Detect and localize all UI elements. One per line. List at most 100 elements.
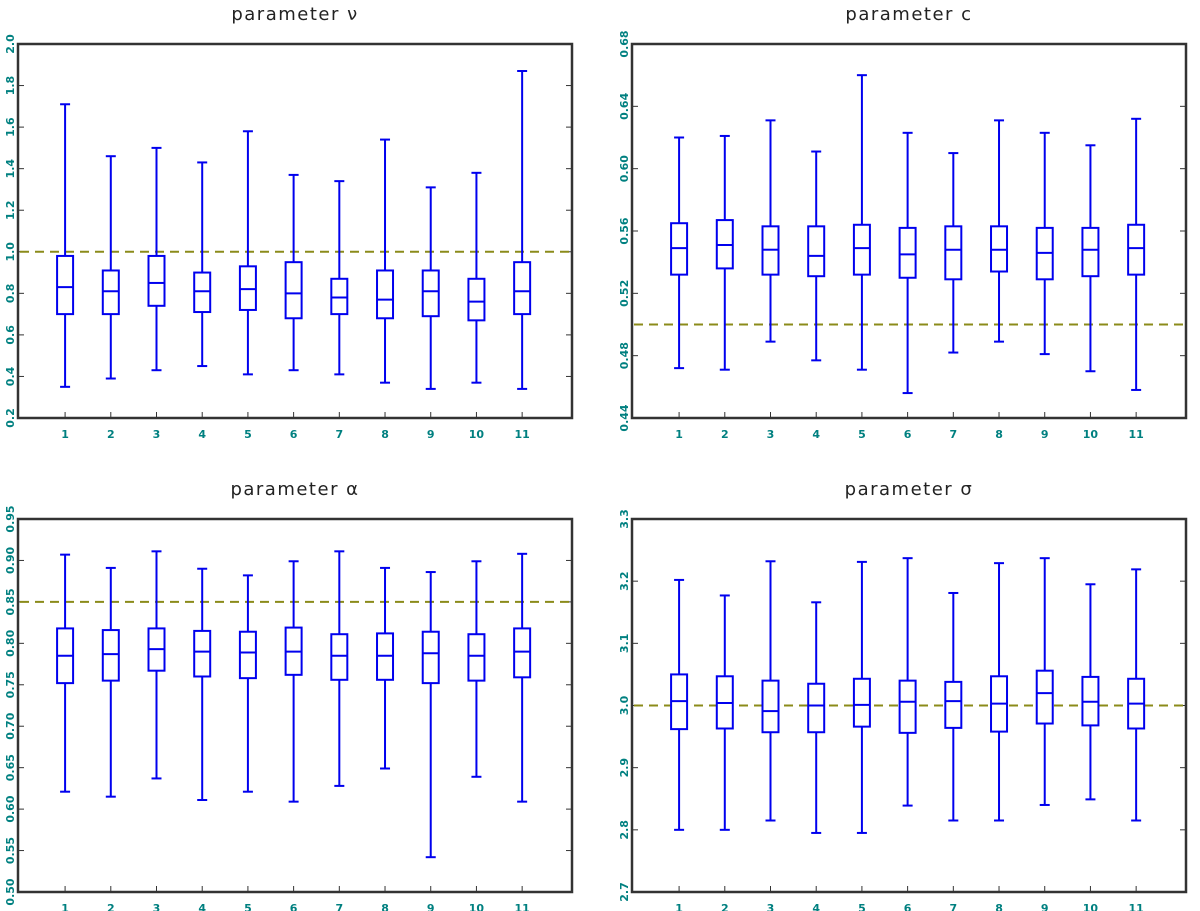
box-plot-7 (330, 180, 349, 376)
x-tick-label: 10 (469, 428, 485, 441)
box-plot-5 (238, 130, 257, 376)
iqr-box (330, 633, 349, 681)
box-plot-10 (467, 171, 486, 384)
plot-frame (16, 42, 574, 420)
y-tick-label: 0.4 (4, 366, 17, 386)
chart-title: parameter α (230, 479, 359, 500)
iqr-box (1081, 226, 1100, 278)
chart-panel-2: parameter c 0.44 0.48 0.52 0.56 0.60 0.64 0.68 1… (618, 4, 1188, 441)
iqr-box (101, 629, 120, 682)
y-tick-label: 0.65 (4, 754, 17, 781)
box-plot-1 (56, 553, 75, 793)
iqr-box (852, 223, 871, 276)
x-tick-label: 9 (427, 428, 435, 441)
box-plot-11 (1127, 117, 1146, 391)
box-plot-5 (852, 560, 871, 834)
iqr-box (761, 679, 780, 734)
box-plot-10 (467, 560, 486, 778)
y-tick-label: 0.80 (4, 629, 17, 656)
x-tick-label: 3 (153, 428, 161, 441)
x-tick-label: 6 (290, 902, 298, 911)
box-plot-3 (147, 146, 166, 372)
y-tick-label: 3.2 (618, 571, 631, 591)
iqr-box (467, 633, 486, 682)
y-tick-label: 0.70 (4, 712, 17, 739)
y-tick-label: 2.0 (4, 34, 17, 54)
y-tick-label: 0.6 (4, 325, 17, 345)
x-tick-label: 3 (767, 902, 775, 911)
iqr-box (56, 254, 75, 316)
x-tick-label: 7 (949, 902, 957, 911)
x-tick-label: 11 (1128, 902, 1143, 911)
iqr-box (421, 269, 440, 318)
x-tick-label: 7 (949, 428, 957, 441)
box-plot-9 (421, 571, 440, 859)
box-plot-6 (284, 560, 303, 803)
x-tick-label: 3 (153, 902, 161, 911)
box-plot-11 (513, 70, 532, 390)
x-tick-label: 4 (198, 902, 206, 911)
y-tick-label: 0.8 (4, 284, 17, 304)
box-plot-8 (376, 138, 395, 384)
x-tick-label: 1 (675, 902, 683, 911)
x-tick-label: 8 (995, 902, 1003, 911)
box-plot-1 (56, 103, 75, 388)
x-tick-label: 7 (335, 902, 343, 911)
y-tick-label: 1.0 (4, 242, 17, 262)
iqr-box (944, 680, 963, 729)
x-tick-label: 1 (675, 428, 683, 441)
box-plot-11 (513, 552, 532, 803)
y-tick-label: 0.48 (618, 342, 631, 369)
plot-frame (630, 42, 1188, 420)
x-tick-label: 11 (514, 902, 529, 911)
box-plot-2 (101, 155, 120, 380)
iqr-box (898, 679, 917, 734)
iqr-box (1035, 669, 1054, 725)
x-tick-label: 10 (1083, 428, 1099, 441)
chart-title: parameter σ (845, 479, 974, 500)
x-tick-label: 4 (198, 428, 206, 441)
box-plot-8 (376, 566, 395, 770)
chart-panel-4: parameter σ 2.7 2.8 2.9 3.0 3.1 3.2 3.3 1 2 3 4 5 6 7 8… (618, 479, 1188, 911)
iqr-box (807, 682, 826, 734)
x-tick-label: 11 (514, 428, 529, 441)
y-tick-label: 0.60 (4, 795, 17, 822)
box-plot-9 (1035, 131, 1054, 356)
x-tick-label: 3 (767, 428, 775, 441)
box-plot-2 (715, 594, 734, 831)
y-tick-label: 0.75 (4, 671, 17, 698)
x-tick-label: 10 (469, 902, 485, 911)
box-plot-9 (1035, 557, 1054, 806)
iqr-box (1127, 223, 1146, 276)
box-plot-3 (761, 119, 780, 343)
box-plot-10 (1081, 583, 1100, 801)
iqr-box (513, 627, 532, 679)
y-tick-label: 0.56 (618, 217, 631, 244)
chart-panel-3: parameter α 0.50 0.55 0.60 0.65 0.70 0.75 0.80 0… (4, 479, 574, 911)
iqr-box (147, 254, 166, 307)
plot-frame (16, 517, 574, 894)
iqr-box (852, 677, 871, 728)
iqr-box (238, 630, 257, 680)
box-plot-6 (898, 131, 917, 395)
iqr-box (467, 277, 486, 322)
iqr-box (513, 261, 532, 316)
x-tick-label: 4 (812, 428, 820, 441)
box-plot-7 (944, 591, 963, 822)
y-tick-label: 3.3 (618, 509, 631, 529)
y-tick-label: 0.60 (618, 155, 631, 182)
iqr-box (193, 271, 212, 314)
x-tick-label: 5 (858, 902, 866, 911)
y-tick-label: 0.44 (618, 404, 631, 431)
y-tick-label: 1.8 (4, 76, 17, 96)
x-tick-label: 6 (904, 902, 912, 911)
y-tick-label: 0.2 (4, 408, 17, 428)
box-plot-3 (761, 560, 780, 822)
y-tick-label: 0.68 (618, 30, 631, 57)
chart-title: parameter ν (231, 4, 358, 25)
y-tick-label: 2.9 (618, 758, 631, 778)
y-tick-label: 0.55 (4, 837, 17, 864)
box-plot-8 (990, 562, 1009, 822)
x-tick-label: 9 (1041, 428, 1049, 441)
